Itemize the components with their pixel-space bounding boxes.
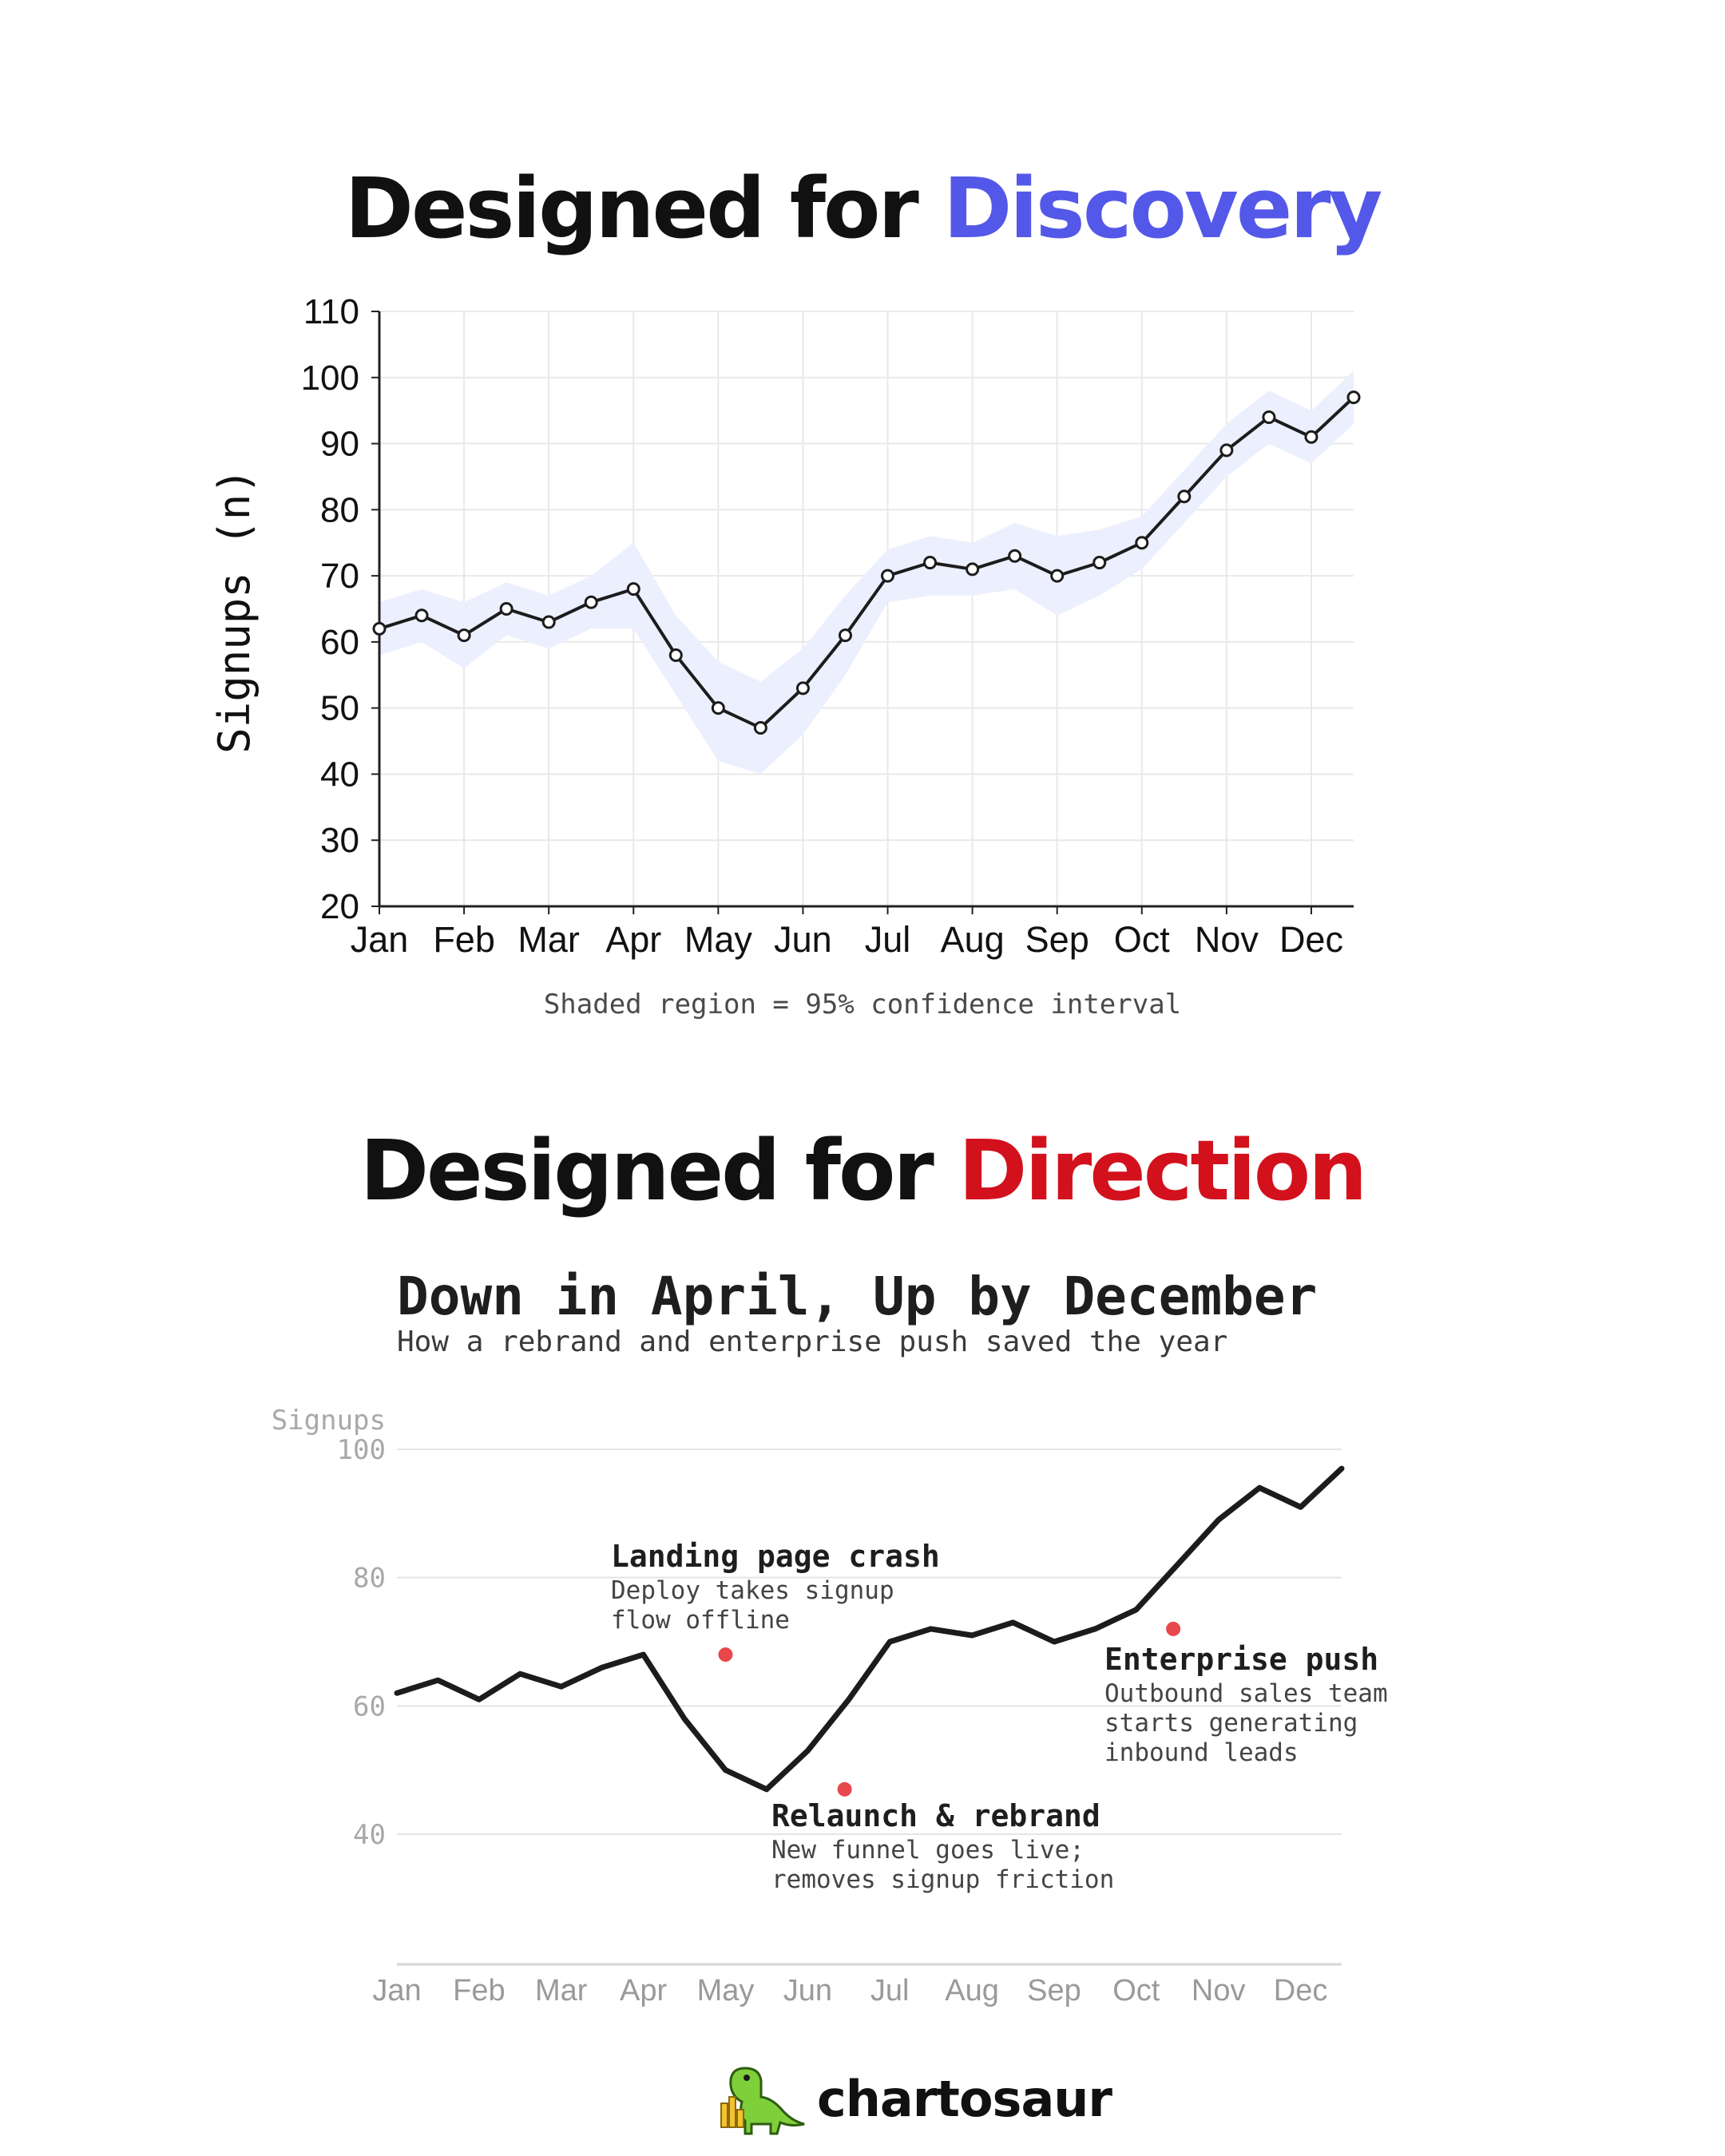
data-point (966, 562, 980, 577)
annotation-title: Enterprise push (1104, 1642, 1378, 1677)
x-tick-label: Mar (535, 1974, 588, 2007)
y-tick-label: 60 (320, 623, 359, 662)
data-point (414, 608, 429, 623)
x-tick-label: May (697, 1974, 755, 2007)
data-point (668, 648, 683, 662)
data-point (1092, 556, 1107, 570)
discovery-heading: Designed for Discovery (0, 160, 1725, 257)
y-tick-label: 50 (320, 689, 359, 728)
annotation-marker (837, 1781, 852, 1797)
discovery-chart: 20 30 40 50 60 70 80 90 100 110 Jan Feb Mar Apr May Jun… (209, 292, 1361, 960)
brand-name: chartosaur (817, 2070, 1112, 2128)
y-tick-label: 20 (320, 887, 359, 926)
data-point (881, 569, 895, 583)
y-tick-label: 90 (320, 425, 359, 464)
direction-heading-prefix: Designed for (359, 1122, 958, 1219)
y-axis-label: Signups (n) (209, 468, 260, 754)
x-tick-label: Apr (620, 1974, 667, 2007)
data-point (1008, 549, 1022, 563)
data-point (753, 721, 767, 735)
y-tick-label: 40 (353, 1819, 386, 1851)
x-tick-label: Oct (1112, 1974, 1160, 2007)
data-point (1135, 536, 1149, 550)
data-point (1304, 430, 1319, 444)
annotation-marker (718, 1647, 733, 1663)
x-tick-label: Dec (1274, 1974, 1328, 2007)
annotation-title: Relaunch & rebrand (771, 1798, 1100, 1833)
annotation-line: flow offline (611, 1606, 790, 1635)
data-point (1177, 489, 1192, 504)
x-tick-label: Sep (1027, 1974, 1081, 2007)
x-tick-label: Dec (1279, 919, 1343, 960)
data-point (541, 615, 556, 629)
x-tick-label: Jul (865, 919, 911, 960)
x-tick-label: Jun (783, 1974, 832, 2007)
data-point (1262, 410, 1276, 424)
data-point (795, 681, 810, 696)
dinosaur-icon (720, 2067, 805, 2135)
brand-footer: chartosaur (715, 2062, 1112, 2138)
x-tick-label: Feb (453, 1974, 505, 2007)
y-tick-label: 100 (337, 1434, 386, 1466)
x-tick-label: Oct (1114, 919, 1171, 960)
x-tick-label: Aug (945, 1974, 999, 2007)
annotation-line: starts generating (1104, 1709, 1358, 1738)
x-tick-label: Sep (1025, 919, 1089, 960)
x-tick-label: Jun (774, 919, 832, 960)
discovery-heading-prefix: Designed for (344, 160, 943, 257)
confidence-band (379, 371, 1354, 775)
data-point (1219, 443, 1234, 458)
annotation-line: inbound leads (1104, 1738, 1299, 1767)
x-tick-label: Mar (518, 919, 580, 960)
x-tick-label: Nov (1195, 919, 1259, 960)
y-tick-label: 80 (320, 490, 359, 529)
discovery-heading-accent: Discovery (942, 160, 1382, 257)
annotation-line: removes signup friction (771, 1865, 1114, 1894)
annotation-line: Outbound sales team (1104, 1679, 1388, 1708)
x-tick-label: Apr (605, 919, 661, 960)
y-tick-label: 40 (320, 755, 359, 794)
direction-heading: Designed for Direction (0, 1122, 1725, 1219)
direction-heading-accent: Direction (958, 1122, 1367, 1219)
y-tick-label: 60 (353, 1690, 386, 1722)
signups-line (379, 396, 1355, 730)
y-axis-label: Signups (272, 1405, 386, 1437)
data-point (584, 595, 598, 609)
x-tick-label: Nov (1192, 1974, 1246, 2007)
annotation-line: New funnel goes live; (771, 1836, 1085, 1865)
x-tick-label: May (684, 919, 753, 960)
direction-chart-title: Down in April, Up by December (397, 1266, 1318, 1327)
y-tick-label: 70 (320, 557, 359, 596)
data-point (1050, 569, 1065, 583)
x-tick-label: Jul (870, 1974, 910, 2007)
annotation-marker (1166, 1621, 1181, 1636)
annotation-title: Landing page crash (611, 1539, 940, 1574)
confidence-interval-note: Shaded region = 95% confidence interval (543, 989, 1182, 1021)
y-tick-label: 100 (301, 359, 359, 398)
y-tick-label: 110 (303, 292, 359, 331)
x-tick-label: Feb (433, 919, 495, 960)
signups-line (394, 1465, 1345, 1793)
direction-chart-subtitle: How a rebrand and enterprise push saved … (397, 1326, 1228, 1358)
data-point (499, 602, 514, 616)
data-point (711, 701, 725, 715)
data-point (838, 628, 852, 643)
data-point (457, 628, 471, 643)
data-point (372, 621, 387, 636)
y-tick-label: 30 (320, 821, 359, 860)
annotation-line: Deploy takes signup (611, 1576, 894, 1605)
data-point (1346, 390, 1361, 405)
y-tick-label: 80 (353, 1563, 386, 1595)
x-tick-label: Aug (941, 919, 1005, 960)
x-tick-label: Jan (351, 919, 409, 960)
data-point (626, 582, 640, 596)
x-tick-label: Jan (372, 1974, 421, 2007)
data-point (923, 556, 938, 570)
